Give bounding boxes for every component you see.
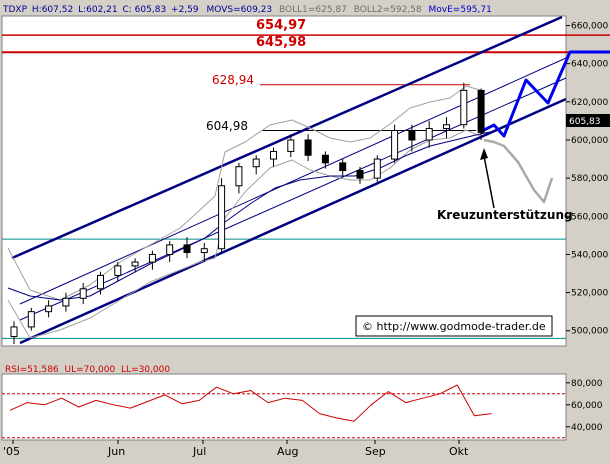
x-axis-label: Sep: [365, 445, 386, 458]
annotation-arrow-head: [480, 148, 488, 160]
last-price-label: 605,83: [569, 117, 601, 127]
x-axis-label: Okt: [449, 445, 469, 458]
header-ticker: TDXP: [2, 5, 28, 15]
candle-body: [391, 129, 399, 160]
candle-body: [10, 326, 18, 337]
price-axis-label: 660,000: [571, 22, 608, 32]
candle-body: [114, 265, 122, 276]
header-low: L:602,21: [78, 5, 118, 15]
header-high: H:607,52: [32, 5, 73, 15]
candle-body: [62, 297, 70, 307]
bollinger-upper: [7, 85, 481, 301]
candle-body: [408, 129, 416, 141]
candle-body: [45, 305, 53, 313]
candle-body: [27, 311, 35, 328]
candle-body: [321, 154, 329, 164]
header-movs: MOVS=609,23: [207, 5, 273, 15]
axis-layer: 500,000 520,000 540,000 560,000 580,000 600,0…: [3, 22, 608, 458]
price-axis-label: 620,000: [571, 98, 608, 108]
copyright-box: [355, 315, 553, 337]
price-axis-label: 580,000: [571, 174, 608, 184]
level-label-628: 628,94: [212, 73, 254, 87]
rsi-panel: [1, 373, 567, 441]
candle-body: [131, 261, 139, 267]
header-line: TDXP H:607,52 L:602,21 C: 605,83 +2,59 M…: [2, 5, 492, 15]
forecast-blue-path: [483, 50, 610, 138]
candle-body: [373, 158, 381, 179]
price-axis-label: 600,000: [571, 136, 608, 146]
rsi-ul: UL=70,000: [65, 365, 116, 375]
price-panel: [1, 15, 567, 347]
x-axis-label: Jun: [107, 445, 125, 458]
price-axis-label: 560,000: [571, 212, 608, 222]
candle-body: [270, 150, 277, 160]
candle-body: [460, 89, 468, 126]
annotation-kreuz: Kreuzunterstützung: [437, 208, 573, 222]
moving-average: [7, 131, 491, 301]
header-boll2: BOLL2=592,58: [354, 5, 422, 15]
candles-layer: [10, 82, 485, 345]
candle-body: [252, 158, 260, 168]
bollinger-lower: [7, 129, 481, 339]
candle-body: [183, 244, 191, 254]
channel-mid-line-2: [19, 77, 567, 321]
candle-body: [148, 253, 156, 263]
candle-body: [200, 248, 208, 254]
level-label-654: 654,97: [256, 18, 306, 33]
annotation-arrow-line: [483, 155, 495, 209]
rsi-header: RSI=51,586 UL=70,000 LL=30,000: [5, 365, 170, 375]
rsi-ll: LL=30,000: [121, 365, 170, 375]
rsi-layer: [2, 384, 566, 439]
rsi-line: [9, 384, 492, 422]
candle-body: [166, 244, 174, 255]
header-close: C: 605,83: [123, 5, 167, 15]
rsi-axis-label: 40,000: [571, 423, 603, 433]
copyright-text: © http://www.godmode-trader.de: [362, 320, 546, 333]
price-axis-label: 540,000: [571, 250, 608, 260]
rsi-value: RSI=51,586: [5, 365, 59, 375]
price-axis-label: 500,000: [571, 327, 608, 337]
level-label-604: 604,98: [206, 119, 248, 133]
price-axis-label: 640,000: [571, 60, 608, 70]
price-axis-label: 520,000: [571, 289, 608, 299]
channel-lower-line: [19, 97, 567, 345]
candle-body: [79, 288, 87, 299]
candle-body: [97, 274, 104, 290]
level-label-645: 645,98: [256, 35, 306, 50]
header-change: +2,59: [171, 5, 199, 15]
candle-body: [287, 139, 295, 152]
header-boll1: BOLL1=625,87: [279, 5, 347, 15]
x-axis-label: Jul: [192, 445, 206, 458]
candle-body: [356, 170, 364, 179]
candle-body: [235, 166, 243, 187]
header-move: MovE=595,71: [429, 5, 492, 15]
forecast-gray-path: [483, 138, 554, 204]
candle-body: [218, 185, 226, 250]
x-axis-label: Aug: [277, 445, 298, 458]
candle-body: [425, 128, 433, 141]
price-layer: [2, 15, 610, 345]
channel-mid-line: [19, 57, 567, 305]
rsi-axis-label: 80,000: [571, 379, 603, 389]
last-price-tag: [566, 114, 610, 127]
candle-body: [477, 89, 485, 133]
candle-body: [304, 139, 312, 156]
channel-upper-line: [11, 15, 563, 260]
x-axis-label: '05: [3, 445, 20, 458]
candle-body: [443, 124, 450, 130]
candle-body: [339, 162, 347, 172]
rsi-axis-label: 60,000: [571, 401, 603, 411]
